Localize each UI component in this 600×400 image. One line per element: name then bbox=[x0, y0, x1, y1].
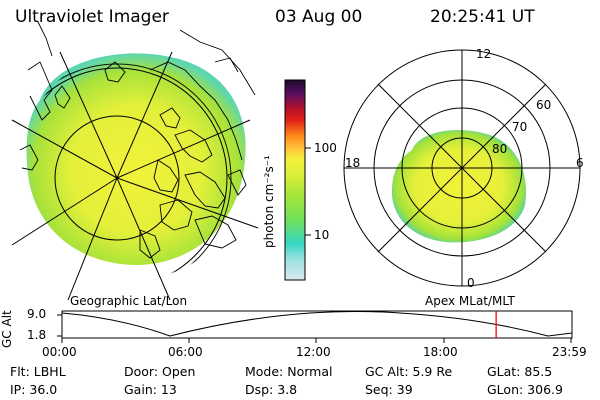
info-glat: GLat: 85.5 bbox=[487, 364, 553, 379]
altitude-plot-frame bbox=[61, 310, 573, 339]
info-mode: Mode: Normal bbox=[245, 364, 333, 379]
colorbar-label-100: 100 bbox=[314, 141, 337, 155]
mlt-label-6: 6 bbox=[576, 156, 584, 170]
info-ip: IP: 36.0 bbox=[10, 382, 58, 397]
colorbar-label-10: 10 bbox=[314, 228, 330, 242]
colorbar bbox=[284, 79, 311, 281]
altitude-xtick-1800: 18:00 bbox=[423, 345, 458, 359]
altitude-xtick-2359: 23:59 bbox=[552, 345, 587, 359]
mlat-label-70: 70 bbox=[512, 120, 528, 134]
altitude-xtick-0000: 00:00 bbox=[42, 345, 77, 359]
altitude-ytick-top: 9.0 bbox=[27, 307, 47, 321]
aurora-image-geographic bbox=[26, 53, 246, 266]
magnetic-polar-plot bbox=[343, 49, 581, 287]
info-dsp: Dsp: 3.8 bbox=[245, 382, 298, 397]
mlt-label-12: 12 bbox=[476, 47, 492, 61]
date-label: 03 Aug 00 bbox=[275, 7, 363, 27]
geographic-map bbox=[11, 21, 259, 301]
lat-circle-70 bbox=[54, 115, 180, 241]
mlat-label-80: 80 bbox=[492, 142, 508, 156]
time-label: 20:25:41 UT bbox=[430, 7, 535, 27]
geographic-caption: Geographic Lat/Lon bbox=[70, 294, 188, 308]
colorbar-unit-label: photon cm⁻²s⁻¹ bbox=[262, 155, 276, 248]
altitude-xtick-1200: 12:00 bbox=[296, 345, 331, 359]
aurora-image-magnetic bbox=[391, 130, 527, 243]
altitude-ytick-bottom: 1.8 bbox=[27, 328, 47, 342]
info-filter: Flt: LBHL bbox=[10, 364, 66, 379]
colorbar-gradient bbox=[284, 79, 306, 281]
info-door: Door: Open bbox=[124, 364, 196, 379]
mlat-label-60: 60 bbox=[536, 98, 552, 112]
mlt-label-18: 18 bbox=[345, 156, 361, 170]
info-gain: Gain: 13 bbox=[124, 382, 177, 397]
instrument-title: Ultraviolet Imager bbox=[15, 7, 169, 27]
altitude-xtick-0600: 06:00 bbox=[168, 345, 203, 359]
altitude-plot bbox=[57, 310, 573, 343]
mlt-label-0: 0 bbox=[467, 276, 475, 290]
altitude-curve bbox=[61, 311, 573, 337]
coastlines bbox=[19, 21, 256, 259]
magnetic-caption: Apex MLat/MLT bbox=[425, 294, 515, 308]
altitude-ylabel: GC Alt bbox=[0, 310, 14, 348]
info-glon: GLon: 306.9 bbox=[487, 382, 563, 397]
info-seq: Seq: 39 bbox=[365, 382, 413, 397]
lat-circle-outer bbox=[21, 67, 228, 279]
info-gc-alt: GC Alt: 5.9 Re bbox=[365, 364, 453, 379]
